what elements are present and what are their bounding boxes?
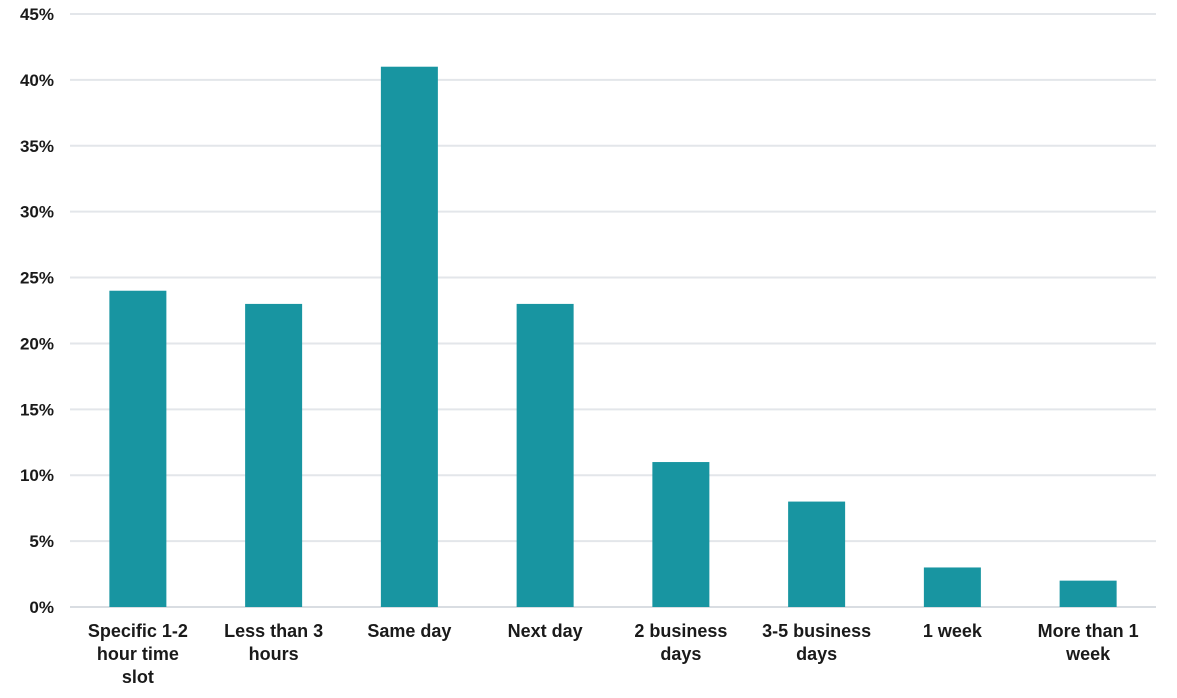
gridlines (70, 13, 1156, 608)
y-tick-label: 10% (20, 466, 54, 485)
x-category-label: 1 week (923, 621, 983, 641)
x-category-label: Specific 1-2 hour time slot (88, 621, 188, 687)
x-category-label: More than 1 week (1038, 621, 1139, 664)
x-axis-category-labels: Specific 1-2 hour time slot Less than 3 hour… (88, 621, 1139, 687)
x-category-label: Less than 3 hours (224, 621, 323, 664)
y-tick-label: 35% (20, 137, 54, 156)
y-tick-label: 20% (20, 334, 54, 353)
bars (109, 66, 1117, 607)
y-axis-tick-labels: 0% 5% 10% 15% 20% 25% 30% 35% 40% 45% (20, 5, 54, 617)
y-tick-label: 15% (20, 400, 54, 419)
bar (245, 303, 303, 607)
y-tick-label: 45% (20, 5, 54, 24)
bar (1059, 580, 1117, 607)
bar (652, 462, 710, 607)
bar (109, 290, 167, 607)
x-category-label: Next day (508, 621, 583, 641)
y-tick-label: 5% (29, 532, 54, 551)
x-category-label: 3-5 business days (762, 621, 871, 664)
y-tick-label: 40% (20, 71, 54, 90)
bar (788, 501, 846, 607)
x-category-label: Same day (367, 621, 451, 641)
x-category-label: 2 business days (634, 621, 727, 664)
y-tick-label: 25% (20, 269, 54, 288)
bar (380, 66, 438, 607)
bar (923, 567, 981, 607)
y-tick-label: 30% (20, 203, 54, 222)
bar (516, 303, 574, 607)
y-tick-label: 0% (29, 598, 54, 617)
